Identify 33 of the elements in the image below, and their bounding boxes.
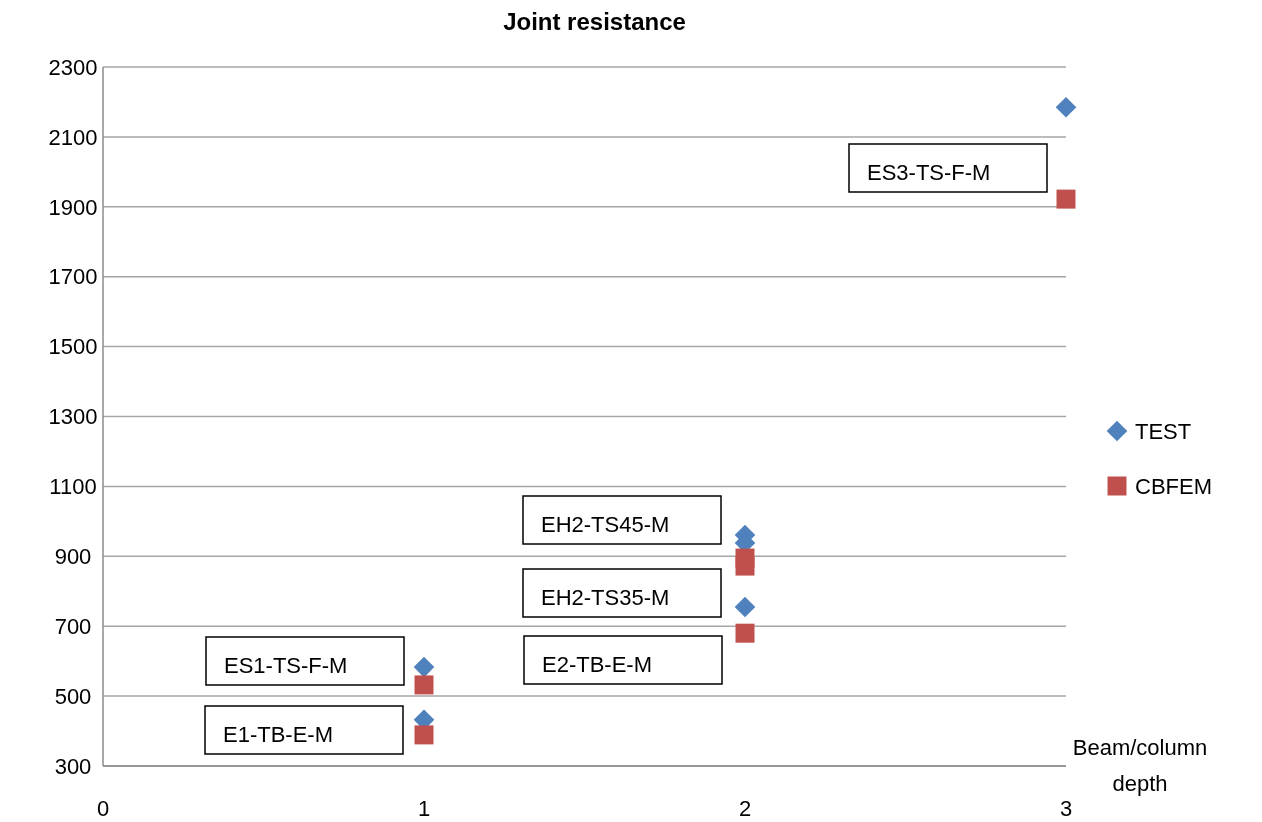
y-tick-label: 300 <box>54 753 92 779</box>
point <box>735 623 755 643</box>
legend-label: CBFEM <box>1135 473 1212 499</box>
annotation: EH2-TS45-M <box>541 511 670 537</box>
x-tick-label: 0 <box>96 796 110 821</box>
annotation: E2-TB-E-M <box>542 651 652 677</box>
point <box>413 656 435 678</box>
x-axis-title: Beam/column depth <box>1072 735 1208 796</box>
y-tick-label: 1700 <box>48 264 98 290</box>
chart-title: Joint resistance <box>503 8 686 35</box>
y-tick-label: 2100 <box>48 124 98 150</box>
annotation: EH2-TS35-M <box>541 584 670 610</box>
point <box>1055 96 1077 118</box>
annotation: ES3-TS-F-M <box>867 159 991 185</box>
annotation: ES1-TS-F-M <box>224 652 348 678</box>
point <box>414 675 434 695</box>
point <box>734 596 756 618</box>
x-tick-label: 2 <box>738 796 752 821</box>
point <box>735 556 755 576</box>
y-tick-label: 700 <box>54 613 92 639</box>
y-tick-label: 1900 <box>48 194 98 220</box>
y-tick-label: 500 <box>54 683 92 709</box>
y-tick-label: 1100 <box>49 474 97 500</box>
y-tick-label: 1300 <box>48 404 98 430</box>
x-tick-label: 1 <box>417 796 431 821</box>
y-tick-label: 900 <box>54 544 92 569</box>
legend-label: TEST <box>1135 418 1192 444</box>
y-tick-label: 1500 <box>48 334 98 360</box>
x-tick-label: 3 <box>1059 796 1073 821</box>
point <box>1056 189 1076 209</box>
annotation: E1-TB-E-M <box>223 721 333 747</box>
y-tick-label: 2300 <box>48 54 98 80</box>
point <box>414 725 434 745</box>
